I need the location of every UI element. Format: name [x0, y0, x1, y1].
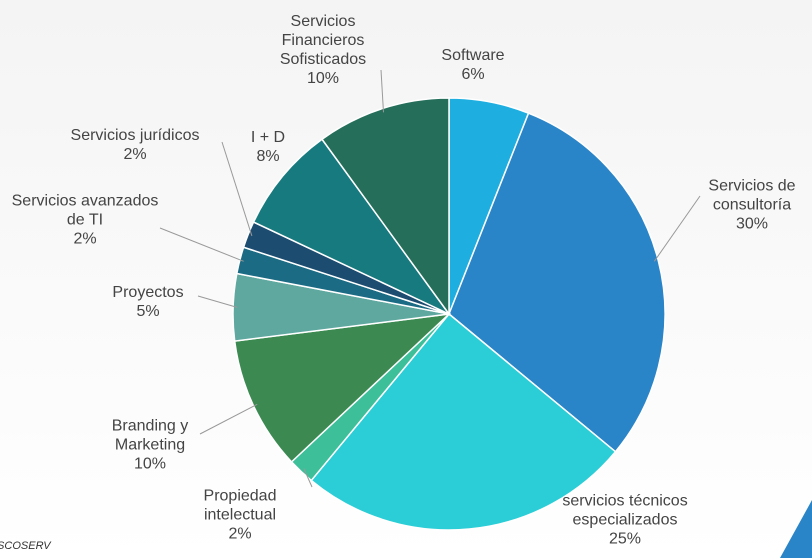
value-label: 5%	[136, 303, 160, 320]
value-label: 2%	[73, 230, 97, 248]
category-label: Servicios de consultoría	[708, 177, 796, 214]
data-label: Propiedad intelectual 2%	[185, 487, 295, 544]
category-label: Branding y Marketing	[111, 417, 189, 454]
category-label: Software	[441, 47, 505, 64]
leader-line	[303, 468, 313, 488]
value-label: 10%	[306, 70, 340, 87]
data-label: Servicios de consultoría 30%	[692, 177, 812, 234]
value-label: 8%	[256, 148, 280, 165]
category-label: Propiedad intelectual	[203, 487, 277, 524]
data-label: Proyectos 5%	[98, 283, 198, 321]
value-label: 30%	[735, 215, 769, 233]
pie-slice	[252, 138, 450, 315]
value-label: 2%	[123, 146, 147, 163]
category-label: servicios técnicos especializados	[562, 492, 688, 529]
data-label: Branding y Marketing 10%	[100, 417, 200, 474]
category-label: I + D	[250, 129, 286, 146]
data-label: Servicios jurídicos 2%	[50, 126, 220, 164]
value-label: 2%	[228, 525, 252, 543]
pie-slice	[320, 97, 450, 317]
category-label: Proyectos	[112, 284, 184, 301]
source: ISCOSERV	[0, 540, 51, 552]
value-label: 10%	[133, 455, 167, 473]
leader-line	[199, 403, 258, 435]
pie-slice	[448, 112, 666, 453]
corner-decoration	[780, 500, 812, 558]
category-label: Servicios Financieros Sofisticados	[279, 13, 367, 68]
leader-line	[653, 195, 701, 262]
data-label: servicios técnicos especializados 25%	[540, 492, 710, 549]
data-label: I + D 8%	[243, 128, 293, 166]
leader-line	[221, 141, 253, 237]
value-label: 25%	[608, 530, 642, 548]
pie-slice	[310, 312, 617, 531]
data-label: Servicios avanzados de TI 2%	[10, 192, 160, 249]
data-label: Servicios Financieros Sofisticados 10%	[258, 12, 388, 88]
leader-line	[159, 227, 244, 262]
leader-line	[197, 295, 238, 308]
category-label: Servicios avanzados de TI	[11, 192, 159, 229]
category-label: Servicios jurídicos	[70, 127, 200, 144]
leader-line	[380, 69, 384, 113]
value-label: 6%	[461, 66, 485, 83]
data-label: Software 6%	[423, 46, 523, 84]
